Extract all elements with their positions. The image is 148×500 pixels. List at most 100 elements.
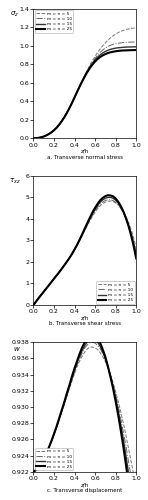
m = n = 5 [92, 213, 93, 219]
Line: m = n = 10: m = n = 10 [33, 200, 136, 305]
m = n = 10 [76, 242, 78, 248]
m = n = 10 [120, 40, 122, 46]
m = n = 15 [84, 226, 86, 232]
m = n = 15 [135, 251, 137, 257]
m = n = 25 [71, 374, 73, 380]
m = n = 10 [48, 131, 50, 137]
m = n = 5 [102, 354, 104, 360]
m = n = 15 [43, 288, 45, 294]
m = n = 5 [94, 345, 96, 351]
m = n = 10 [81, 78, 83, 84]
m = n = 25 [99, 340, 101, 346]
m = n = 5 [69, 255, 70, 261]
m = n = 10 [76, 362, 78, 368]
m = n = 15 [112, 196, 114, 202]
m = n = 10 [117, 40, 119, 46]
m = n = 15 [38, 464, 40, 470]
m = n = 5 [79, 358, 81, 364]
m = n = 10 [94, 56, 96, 62]
m = n = 25 [125, 462, 127, 468]
m = n = 25 [38, 464, 40, 470]
m = n = 10 [61, 409, 63, 415]
Line: m = n = 5: m = n = 5 [33, 347, 136, 474]
m = n = 25 [79, 236, 81, 242]
m = n = 5 [130, 26, 132, 32]
m = n = 5 [56, 124, 57, 130]
m = n = 5 [102, 200, 104, 206]
m = n = 10 [56, 424, 57, 430]
m = n = 10 [122, 210, 124, 216]
m = n = 10 [74, 369, 75, 375]
m = n = 5 [128, 445, 129, 451]
m = n = 10 [92, 212, 93, 218]
m = n = 15 [43, 134, 45, 140]
m = n = 25 [102, 346, 104, 352]
m = n = 15 [35, 467, 37, 473]
m = n = 10 [38, 464, 40, 470]
m = n = 5 [115, 388, 116, 394]
m = n = 15 [122, 209, 124, 215]
m = n = 10 [66, 258, 68, 264]
m = n = 15 [45, 286, 47, 292]
m = n = 10 [125, 216, 127, 222]
m = n = 25 [86, 69, 88, 75]
m = n = 25 [110, 374, 111, 380]
m = n = 15 [110, 194, 111, 200]
m = n = 5 [86, 67, 88, 73]
m = n = 5 [128, 219, 129, 225]
m = n = 15 [58, 269, 60, 275]
m = n = 15 [74, 367, 75, 373]
m = n = 25 [58, 122, 60, 128]
m = n = 15 [115, 45, 116, 51]
m = n = 10 [135, 39, 137, 45]
m = n = 15 [94, 337, 96, 343]
m = n = 25 [135, 47, 137, 53]
m = n = 15 [76, 360, 78, 366]
m = n = 15 [61, 266, 63, 272]
m = n = 25 [58, 416, 60, 422]
m = n = 25 [115, 398, 116, 404]
X-axis label: z/h
b. Transverse shear stress: z/h b. Transverse shear stress [49, 316, 121, 326]
m = n = 25 [45, 450, 47, 456]
m = n = 25 [89, 214, 91, 220]
m = n = 25 [81, 231, 83, 237]
m = n = 10 [89, 216, 91, 222]
m = n = 25 [56, 124, 57, 130]
m = n = 5 [48, 282, 50, 288]
m = n = 25 [97, 56, 99, 62]
m = n = 25 [84, 74, 86, 80]
m = n = 15 [58, 122, 60, 128]
m = n = 15 [117, 200, 119, 206]
m = n = 5 [53, 127, 55, 133]
m = n = 25 [128, 223, 129, 229]
m = n = 5 [122, 208, 124, 214]
m = n = 5 [92, 344, 93, 350]
Y-axis label: $\sigma_z$: $\sigma_z$ [11, 10, 20, 20]
m = n = 15 [79, 237, 81, 243]
m = n = 15 [76, 242, 78, 248]
m = n = 15 [97, 54, 99, 60]
m = n = 5 [56, 424, 57, 430]
m = n = 25 [40, 292, 42, 298]
m = n = 25 [104, 193, 106, 199]
m = n = 10 [63, 114, 65, 120]
m = n = 15 [79, 83, 81, 89]
m = n = 25 [33, 136, 34, 141]
m = n = 25 [92, 210, 93, 216]
m = n = 25 [74, 94, 75, 100]
m = n = 15 [56, 272, 57, 278]
m = n = 25 [122, 444, 124, 450]
m = n = 5 [61, 409, 63, 415]
m = n = 15 [76, 89, 78, 95]
m = n = 25 [51, 438, 52, 444]
m = n = 15 [128, 222, 129, 228]
m = n = 15 [117, 45, 119, 51]
m = n = 10 [94, 340, 96, 346]
m = n = 15 [107, 194, 109, 200]
m = n = 10 [51, 130, 52, 136]
m = n = 25 [71, 251, 73, 257]
m = n = 10 [53, 432, 55, 438]
m = n = 25 [89, 65, 91, 71]
m = n = 5 [115, 31, 116, 37]
m = n = 15 [130, 488, 132, 494]
